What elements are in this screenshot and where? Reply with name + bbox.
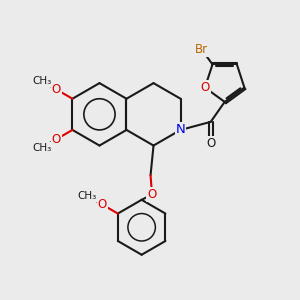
Text: CH₃: CH₃ xyxy=(78,191,97,201)
Text: O: O xyxy=(206,137,215,150)
Text: Br: Br xyxy=(195,43,208,56)
Text: O: O xyxy=(98,198,107,211)
Text: N: N xyxy=(176,123,185,136)
Text: CH₃: CH₃ xyxy=(32,76,51,86)
Text: O: O xyxy=(52,133,61,146)
Text: O: O xyxy=(200,81,210,94)
Text: O: O xyxy=(52,83,61,96)
Text: O: O xyxy=(147,188,157,201)
Text: CH₃: CH₃ xyxy=(32,143,51,153)
